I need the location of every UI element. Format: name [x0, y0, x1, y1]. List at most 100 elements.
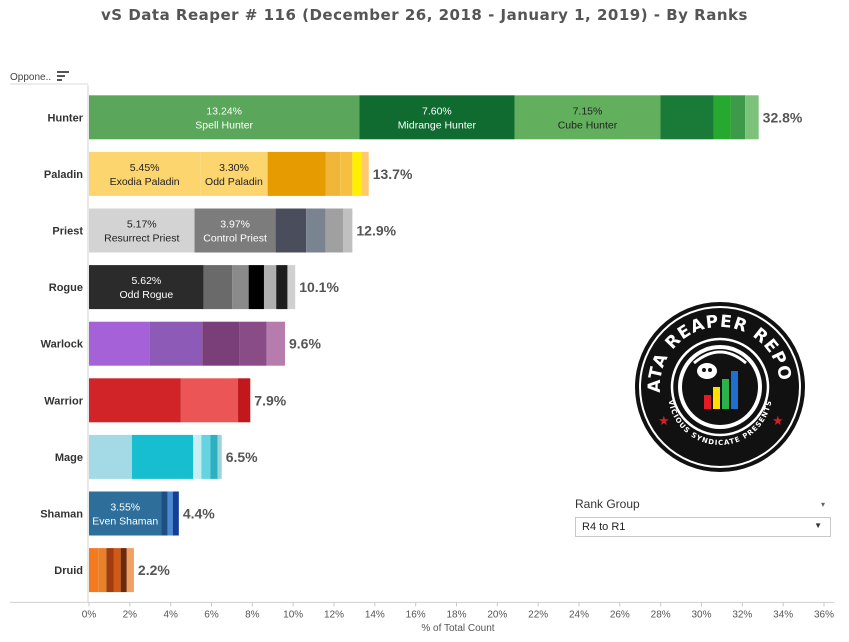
- bar-druid[interactable]: 2.2%: [89, 548, 170, 593]
- bar-segment[interactable]: [275, 208, 307, 253]
- bar-total-label: 32.8%: [763, 109, 803, 125]
- x-tick-label: 18%: [446, 609, 466, 620]
- bar-total-label: 12.9%: [356, 223, 396, 239]
- class-label[interactable]: Rogue: [49, 282, 83, 294]
- bar-total-label: 9.6%: [289, 336, 321, 352]
- bar-segment[interactable]: [126, 548, 134, 593]
- bar-segment[interactable]: [359, 95, 515, 140]
- bar-priest[interactable]: 5.17% Resurrect Priest 3.97% Control Priest…: [89, 208, 397, 253]
- segment-deck-label: Even Shaman: [92, 516, 158, 528]
- bar-segment[interactable]: [202, 321, 240, 366]
- x-tick-label: 12%: [324, 609, 344, 620]
- bar-segment[interactable]: [660, 95, 714, 140]
- bar-total-label: 6.5%: [226, 449, 258, 465]
- bar-total-label: 10.1%: [299, 279, 339, 295]
- bar-segment[interactable]: [210, 434, 218, 479]
- bar-segment[interactable]: [745, 95, 759, 140]
- bar-segment[interactable]: [89, 151, 201, 196]
- chevron-down-icon[interactable]: ▾: [820, 500, 825, 509]
- segment-value-label: 5.45%: [130, 162, 160, 174]
- bar-segment[interactable]: [342, 208, 353, 253]
- x-tick-label: 36%: [814, 609, 834, 620]
- segment-value-label: 7.60%: [422, 105, 452, 117]
- segment-deck-label: Midrange Hunter: [398, 119, 477, 131]
- bar-segment[interactable]: [361, 151, 369, 196]
- class-label[interactable]: Mage: [55, 452, 83, 464]
- chart-title: vS Data Reaper # 116 (December 26, 2018 …: [101, 6, 748, 24]
- bar-segment[interactable]: [161, 491, 168, 536]
- bar-total-label: 13.7%: [373, 166, 413, 182]
- bar-segment[interactable]: [325, 208, 343, 253]
- bar-segment[interactable]: [287, 265, 296, 310]
- bar-segment[interactable]: [730, 95, 746, 140]
- bar-segment[interactable]: [266, 321, 285, 366]
- bar-segment[interactable]: [306, 208, 326, 253]
- bar-mage[interactable]: 6.5%: [89, 434, 258, 479]
- bar-segment[interactable]: [180, 378, 239, 423]
- bar-segment[interactable]: [713, 95, 731, 140]
- bar-segment[interactable]: [325, 151, 341, 196]
- bar-segment[interactable]: [239, 321, 267, 366]
- rank-group-select[interactable]: R4 to R1 ▼: [575, 517, 831, 537]
- segment-value-label: 3.97%: [220, 219, 250, 231]
- class-label[interactable]: Shaman: [40, 509, 83, 521]
- star-icon: ★: [772, 413, 784, 428]
- bar-segment[interactable]: [89, 95, 360, 140]
- bar-segment[interactable]: [217, 434, 222, 479]
- x-tick-label: 6%: [204, 609, 219, 620]
- opponent-column-header[interactable]: Oppone..: [10, 72, 52, 83]
- class-label[interactable]: Warrior: [44, 395, 83, 407]
- bar-paladin[interactable]: 5.45% Exodia Paladin 3.30% Odd Paladin 13.7%: [89, 151, 413, 196]
- bar-segment[interactable]: [514, 95, 661, 140]
- segment-deck-label: Spell Hunter: [195, 119, 253, 131]
- bar-segment[interactable]: [131, 434, 194, 479]
- bar-segment[interactable]: [89, 321, 150, 366]
- x-tick-label: 24%: [569, 609, 589, 620]
- segment-value-label: 13.24%: [206, 105, 242, 117]
- bar-segment[interactable]: [172, 491, 179, 536]
- bar-shaman[interactable]: 3.55% Even Shaman 4.4%: [89, 491, 215, 536]
- bar-segment[interactable]: [276, 265, 288, 310]
- sort-icon[interactable]: [57, 71, 69, 81]
- class-label[interactable]: Druid: [54, 565, 83, 577]
- bar-segment[interactable]: [149, 321, 203, 366]
- bar-segment[interactable]: [352, 151, 362, 196]
- bar-segment[interactable]: [203, 265, 233, 310]
- bar-graph-icon: [704, 371, 738, 409]
- class-label[interactable]: Paladin: [44, 169, 83, 181]
- bar-segment[interactable]: [194, 208, 276, 253]
- bar-warrior[interactable]: 7.9%: [89, 378, 287, 423]
- segment-deck-label: Odd Rogue: [120, 289, 174, 301]
- x-tick-label: 4%: [163, 609, 178, 620]
- bar-segment[interactable]: [89, 434, 132, 479]
- bar-segment[interactable]: [89, 378, 181, 423]
- bar-total-label: 4.4%: [183, 506, 215, 522]
- class-label[interactable]: Warlock: [41, 339, 84, 351]
- bar-segment[interactable]: [201, 434, 211, 479]
- bar-segment[interactable]: [200, 151, 268, 196]
- bar-segment[interactable]: [113, 548, 121, 593]
- class-label[interactable]: Priest: [52, 226, 83, 238]
- bar-hunter[interactable]: 13.24% Spell Hunter 7.60% Midrange Hunter 7.…: [89, 95, 803, 140]
- bar-segment[interactable]: [89, 548, 99, 593]
- bar-segment[interactable]: [340, 151, 353, 196]
- bar-warlock[interactable]: 9.6%: [89, 321, 321, 366]
- bar-segment[interactable]: [89, 491, 162, 536]
- bar-segment[interactable]: [120, 548, 127, 593]
- bar-segment[interactable]: [238, 378, 251, 423]
- reaper-skull-icon: [693, 350, 747, 379]
- x-tick-label: 8%: [245, 609, 260, 620]
- bar-rogue[interactable]: 5.62% Odd Rogue 10.1%: [89, 265, 339, 310]
- bar-segment[interactable]: [248, 265, 264, 310]
- bar-segment[interactable]: [232, 265, 249, 310]
- dropdown-arrow-icon[interactable]: ▼: [814, 521, 822, 530]
- bar-segment[interactable]: [263, 265, 277, 310]
- bar-segment[interactable]: [193, 434, 202, 479]
- bar-segment[interactable]: [89, 265, 204, 310]
- bar-segment[interactable]: [89, 208, 195, 253]
- bar-segment[interactable]: [267, 151, 326, 196]
- bar-segment[interactable]: [98, 548, 107, 593]
- class-label[interactable]: Hunter: [48, 112, 84, 124]
- bar-segment[interactable]: [106, 548, 114, 593]
- bar-segment[interactable]: [167, 491, 173, 536]
